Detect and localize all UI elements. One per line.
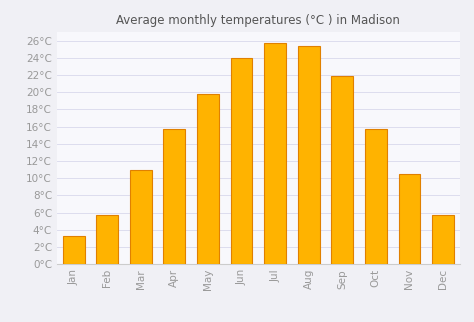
Title: Average monthly temperatures (°C ) in Madison: Average monthly temperatures (°C ) in Ma… <box>117 14 400 27</box>
Bar <box>432 215 454 264</box>
Bar <box>63 236 84 264</box>
Bar <box>130 170 152 264</box>
Bar <box>231 58 253 264</box>
Bar <box>399 174 420 264</box>
Bar <box>331 76 353 264</box>
Bar <box>298 46 319 264</box>
Bar <box>96 215 118 264</box>
Bar <box>264 43 286 264</box>
Bar <box>164 129 185 264</box>
Bar <box>365 129 387 264</box>
Bar <box>197 94 219 264</box>
